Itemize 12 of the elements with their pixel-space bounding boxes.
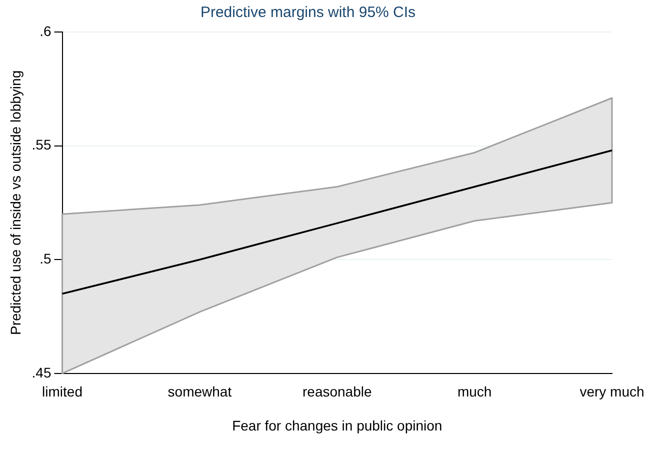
y-tick-label: .55: [32, 136, 52, 153]
x-tick-label: limited: [42, 384, 82, 400]
chart-title: Predictive margins with 95% CIs: [200, 4, 416, 22]
x-tick-label: much: [457, 384, 492, 400]
x-tick-label: somewhat: [168, 384, 232, 400]
y-axis-title: Predicted use of inside vs outside lobbying: [7, 70, 24, 336]
y-tick-label: .5: [40, 250, 52, 266]
x-tick-label: reasonable: [302, 384, 372, 400]
x-axis-title: Fear for changes in public opinion: [232, 417, 442, 434]
y-tick-label: .6: [40, 22, 52, 39]
y-tick-label: .45: [32, 364, 52, 380]
x-tick-label: very much: [580, 384, 644, 400]
